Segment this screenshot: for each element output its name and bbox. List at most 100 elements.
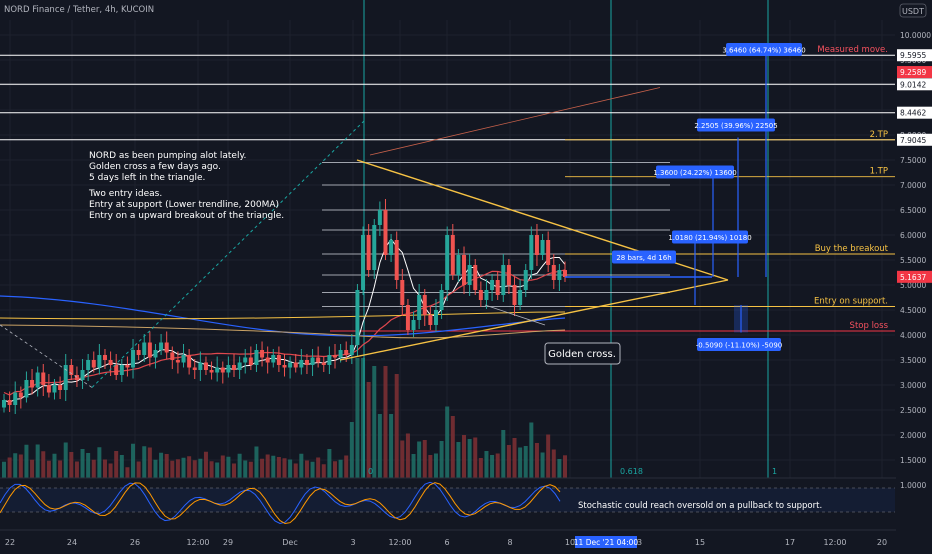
candle-body xyxy=(2,400,6,408)
volume-bar xyxy=(551,449,556,478)
volume-bar xyxy=(433,453,438,478)
price-label-bg xyxy=(897,270,932,283)
volume-bar xyxy=(153,459,158,478)
candle-body xyxy=(501,265,506,295)
candle-body xyxy=(433,310,438,325)
measure-label: 28 bars, 4d 16h xyxy=(616,254,671,262)
time-tick: 24 xyxy=(67,538,77,547)
volume-bar xyxy=(136,461,141,478)
price-label: 5.1637 xyxy=(900,273,926,282)
current-time-label: 11 Dec '21 04:00 xyxy=(574,538,639,547)
candle-body xyxy=(310,357,315,365)
price-label-bg xyxy=(897,133,932,146)
drawings: 3.6460 (64.74%) 36460 2.2505 (39.96%) 225… xyxy=(0,43,806,388)
volume-bar xyxy=(63,442,68,478)
candle-body xyxy=(153,350,158,358)
volume-bar xyxy=(450,416,455,478)
candle-body xyxy=(24,380,29,398)
volume-bar xyxy=(546,434,551,478)
volume-bar xyxy=(209,461,214,478)
volume-bar xyxy=(108,463,113,478)
volume-bar xyxy=(299,453,304,478)
candle-body xyxy=(428,315,433,325)
level-label: Stop loss xyxy=(850,321,889,331)
time-tick: 22 xyxy=(5,538,15,547)
candle-body xyxy=(299,360,304,368)
idea-line: Entry at support (Lower trendline, 200MA… xyxy=(89,200,279,210)
volume-bar xyxy=(125,467,130,478)
candle-body xyxy=(215,367,220,373)
volume-bar xyxy=(428,455,433,478)
volume-bar xyxy=(478,458,483,478)
stochastic-pane xyxy=(0,477,932,530)
candle-body xyxy=(142,342,147,355)
volume-bar xyxy=(316,457,321,478)
volume-bar xyxy=(310,461,315,478)
volume-bar xyxy=(35,444,40,478)
candle-body xyxy=(175,360,180,363)
volume-bar xyxy=(534,443,539,478)
price-tick: 1.5000 xyxy=(900,456,926,465)
price-tick: 6.5000 xyxy=(900,206,926,215)
measure-label: 1.3600 (24.22%) 13600 xyxy=(653,169,736,177)
candle-body xyxy=(192,367,197,370)
volume-bar xyxy=(198,458,203,478)
volume-bar xyxy=(271,455,276,478)
idea-line: Entry on a upward breakout of the triang… xyxy=(89,211,284,221)
volume-bar xyxy=(411,454,416,478)
volume-bar xyxy=(58,460,63,478)
volume-bar xyxy=(338,459,343,478)
candle-body xyxy=(484,290,489,300)
candle-body xyxy=(512,285,517,305)
time-tick: 12:00 xyxy=(186,538,209,547)
candle-body xyxy=(495,280,500,295)
price-tick: 3.5000 xyxy=(900,356,926,365)
candle-body xyxy=(52,385,57,393)
volume-bar xyxy=(2,461,6,478)
candle-body xyxy=(30,380,35,388)
measure-box xyxy=(726,43,802,56)
level-label: 2.TP xyxy=(870,130,888,140)
currency-button[interactable] xyxy=(899,3,927,18)
candle-body xyxy=(7,400,12,405)
horizontal-levels: Measured move. 2.TP 1.TP Buy the breakout En… xyxy=(0,45,895,332)
ma-200-line xyxy=(0,311,566,320)
candle-body xyxy=(74,375,79,380)
candle-body xyxy=(383,210,388,255)
price-label-bg xyxy=(897,78,932,91)
candle-body xyxy=(400,280,405,305)
volume-bar xyxy=(91,459,96,478)
volume-bar xyxy=(332,461,337,478)
volume-bar xyxy=(215,462,220,478)
volume-bar xyxy=(495,453,500,478)
volume-bar xyxy=(490,455,495,478)
level-label: Entry on support. xyxy=(814,297,888,307)
candle-body xyxy=(523,270,528,290)
candle-body xyxy=(91,360,96,368)
candle-body xyxy=(13,392,18,405)
measure-label: 2.2505 (39.96%) 22505 xyxy=(694,122,777,130)
volume-bar xyxy=(13,453,18,478)
volume-bar xyxy=(170,460,175,478)
candle-body xyxy=(41,372,46,385)
volume-bar xyxy=(232,463,237,478)
callout-pointer xyxy=(484,304,546,326)
triangle-lower xyxy=(339,279,729,361)
stoch-d-line xyxy=(0,482,561,525)
level-label: Buy the breakout xyxy=(815,244,889,254)
candle-body xyxy=(327,355,332,365)
volume-bar xyxy=(142,446,147,478)
volume-bar xyxy=(512,438,517,478)
candle-body xyxy=(80,370,85,380)
candle-body xyxy=(220,367,225,373)
volume-bar xyxy=(400,440,405,478)
volume-bar xyxy=(422,440,427,478)
candle-body xyxy=(316,357,321,363)
volume-bar xyxy=(501,430,506,478)
channel-dashed xyxy=(91,119,366,388)
volume-bar xyxy=(30,459,35,478)
ma-extra-line xyxy=(0,324,566,339)
volume-bar xyxy=(52,453,57,478)
volume-bar xyxy=(349,422,354,478)
